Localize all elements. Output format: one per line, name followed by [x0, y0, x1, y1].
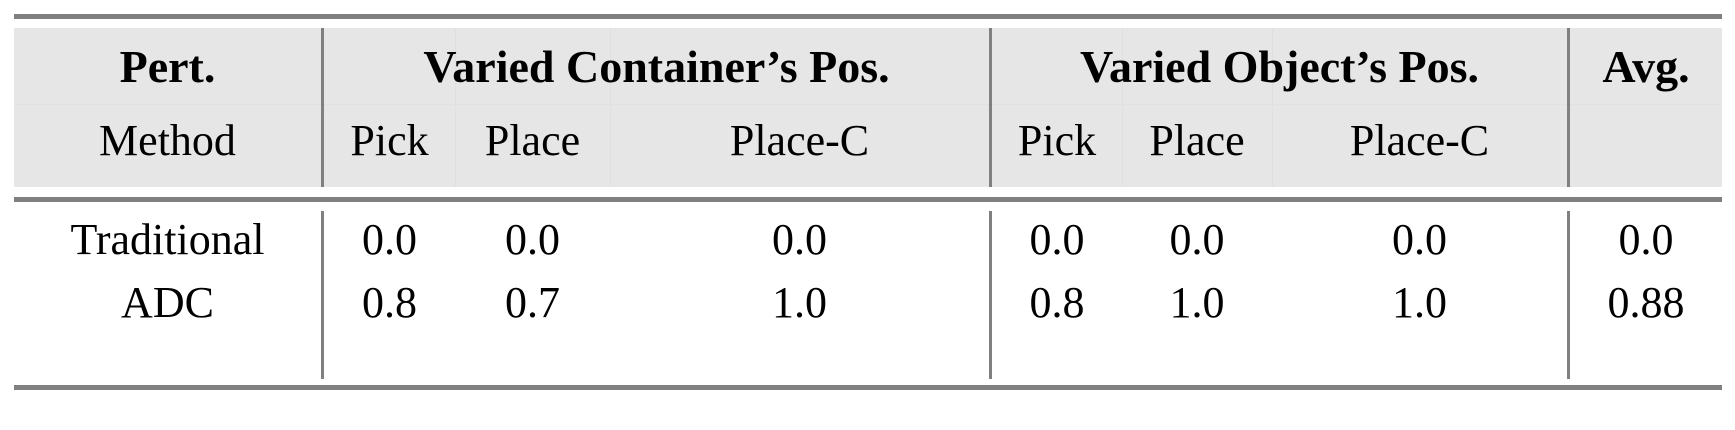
header-object-place: Place [1149, 116, 1245, 165]
header-pert-line2: Method [99, 116, 236, 165]
table-cell-adc-container-place-c: 1.0 [772, 278, 827, 327]
table-row-method-label: ADC [121, 278, 214, 327]
table-cell-adc-avg: 0.88 [1607, 278, 1685, 327]
table-cell-traditional-object-place-c: 0.0 [1392, 215, 1447, 264]
table-cell-traditional-container-place-c: 0.0 [772, 215, 827, 264]
table-cell-adc-object-place-c: 1.0 [1392, 278, 1447, 327]
header-pert-line1: Pert. [119, 41, 216, 92]
header-container-place-c: Place-C [729, 116, 870, 165]
table-cell-traditional-object-place: 0.0 [1169, 215, 1225, 264]
table-header-rule [14, 197, 1722, 202]
header-object-pick: Pick [1017, 116, 1097, 165]
table-cell-traditional-object-pick: 0.0 [1029, 215, 1085, 264]
header-shade-seam-2 [610, 28, 611, 187]
table-cell-traditional-avg: 0.0 [1618, 215, 1674, 264]
group-divider-method-container-body [321, 211, 324, 379]
group-divider-object-avg-body [1567, 211, 1570, 379]
header-shade-seam-3 [1122, 28, 1123, 187]
table-cell-adc-container-pick: 0.8 [362, 278, 417, 327]
header-container-place: Place [484, 116, 581, 165]
table-cell-traditional-container-place: 0.0 [505, 215, 560, 264]
header-varied-container-pos: Varied Container’s Pos. [423, 41, 890, 92]
header-avg: Avg. [1602, 41, 1690, 92]
header-container-pick: Pick [350, 116, 429, 165]
table-top-rule [14, 14, 1722, 19]
header-object-place-c: Place-C [1349, 116, 1490, 165]
table-cell-adc-container-place: 0.7 [505, 278, 560, 327]
table-cell-adc-object-pick: 0.8 [1029, 278, 1085, 327]
table-cell-adc-object-place: 1.0 [1169, 278, 1225, 327]
header-shade-seam-4 [1272, 28, 1273, 187]
group-divider-method-container-header [321, 28, 324, 187]
header-shade-seam-1 [455, 28, 456, 187]
table-bottom-rule [14, 385, 1722, 390]
group-divider-container-object-body [989, 211, 992, 379]
group-divider-object-avg-header [1567, 28, 1570, 187]
table-row-method-label: Traditional [70, 215, 265, 264]
table-cell-traditional-container-pick: 0.0 [362, 215, 417, 264]
header-varied-object-pos: Varied Object’s Pos. [1079, 41, 1480, 92]
table-header-shading [14, 28, 1722, 187]
header-row-seam [14, 104, 1722, 105]
group-divider-container-object-header [989, 28, 992, 187]
